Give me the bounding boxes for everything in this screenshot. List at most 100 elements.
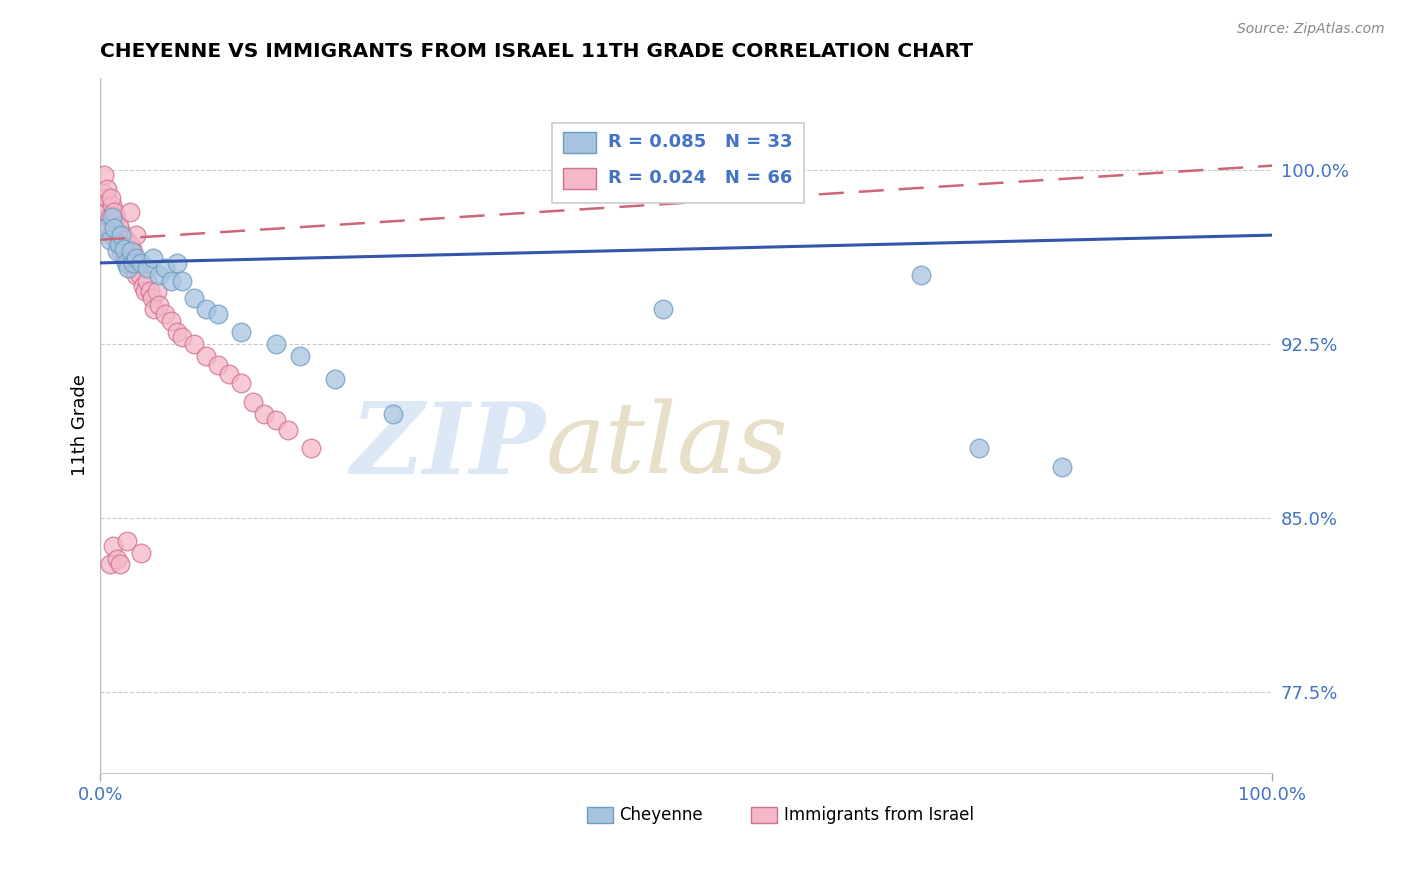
Point <box>120 244 142 259</box>
Point <box>105 552 128 566</box>
Text: Cheyenne: Cheyenne <box>620 806 703 824</box>
Point <box>96 205 118 219</box>
Point <box>253 407 276 421</box>
Point <box>105 228 128 243</box>
Point <box>107 237 129 252</box>
Point <box>141 291 163 305</box>
Point <box>124 256 146 270</box>
Point <box>288 349 311 363</box>
FancyBboxPatch shape <box>564 133 596 153</box>
Point <box>142 252 165 266</box>
Point <box>108 219 131 233</box>
Point <box>131 545 153 559</box>
Point <box>110 244 132 259</box>
Point <box>131 279 153 293</box>
Point <box>143 302 166 317</box>
Point <box>652 302 675 317</box>
Point <box>117 260 139 275</box>
Point <box>94 198 117 212</box>
Point <box>96 191 118 205</box>
Point <box>166 256 188 270</box>
Point <box>122 256 145 270</box>
Text: Source: ZipAtlas.com: Source: ZipAtlas.com <box>1237 22 1385 37</box>
Point <box>98 210 121 224</box>
Point <box>153 307 176 321</box>
Point <box>264 413 287 427</box>
Point <box>242 395 264 409</box>
Point <box>110 228 132 243</box>
Point <box>229 376 252 391</box>
Point <box>969 442 991 456</box>
Point <box>124 252 146 266</box>
Point <box>218 367 240 381</box>
Point <box>91 186 114 201</box>
Point <box>121 260 143 275</box>
Point <box>100 191 122 205</box>
Point <box>148 268 170 282</box>
Text: R = 0.024   N = 66: R = 0.024 N = 66 <box>607 169 792 186</box>
Point <box>229 326 252 340</box>
Point <box>122 244 145 259</box>
Point <box>111 228 134 243</box>
Point <box>103 539 125 553</box>
Point <box>101 210 124 224</box>
Point <box>136 260 159 275</box>
Point <box>129 268 152 282</box>
Text: Immigrants from Israel: Immigrants from Israel <box>783 806 974 824</box>
Point <box>264 337 287 351</box>
Text: CHEYENNE VS IMMIGRANTS FROM ISRAEL 11TH GRADE CORRELATION CHART: CHEYENNE VS IMMIGRANTS FROM ISRAEL 11TH … <box>100 42 973 61</box>
Point <box>98 557 121 571</box>
Point <box>124 228 146 243</box>
Point <box>134 284 156 298</box>
Point <box>166 326 188 340</box>
Point <box>115 233 138 247</box>
Point <box>127 256 149 270</box>
Point <box>138 284 160 298</box>
Point <box>207 358 229 372</box>
Point <box>103 205 125 219</box>
Point <box>159 275 181 289</box>
Point <box>103 221 125 235</box>
Point <box>96 221 118 235</box>
Point <box>118 205 141 219</box>
Point <box>136 275 159 289</box>
Point <box>117 244 139 259</box>
Point <box>100 228 122 243</box>
Text: R = 0.085   N = 33: R = 0.085 N = 33 <box>607 133 793 152</box>
Point <box>110 557 132 571</box>
Point <box>101 198 124 212</box>
Point <box>117 256 139 270</box>
Point <box>108 221 131 235</box>
Point <box>183 291 205 305</box>
Point <box>172 330 194 344</box>
Point <box>115 256 138 270</box>
Point <box>183 337 205 351</box>
FancyBboxPatch shape <box>751 807 776 822</box>
Point <box>105 244 128 259</box>
Point <box>112 237 135 252</box>
Text: ZIP: ZIP <box>350 398 546 494</box>
Point <box>323 372 346 386</box>
Point <box>124 268 146 282</box>
Point <box>103 214 125 228</box>
Point <box>277 423 299 437</box>
Point <box>159 314 181 328</box>
FancyBboxPatch shape <box>564 168 596 189</box>
Point <box>194 302 217 317</box>
Point <box>120 252 142 266</box>
Point <box>207 307 229 321</box>
Point <box>148 298 170 312</box>
FancyBboxPatch shape <box>551 123 804 202</box>
Point <box>172 275 194 289</box>
Text: atlas: atlas <box>546 399 789 493</box>
Y-axis label: 11th Grade: 11th Grade <box>72 374 89 476</box>
Point <box>97 221 120 235</box>
Point <box>112 242 135 256</box>
Point <box>117 533 139 548</box>
Point <box>382 407 405 421</box>
Point <box>131 256 153 270</box>
Point <box>118 237 141 252</box>
Point <box>194 349 217 363</box>
Point <box>153 260 176 275</box>
Point <box>104 210 127 224</box>
